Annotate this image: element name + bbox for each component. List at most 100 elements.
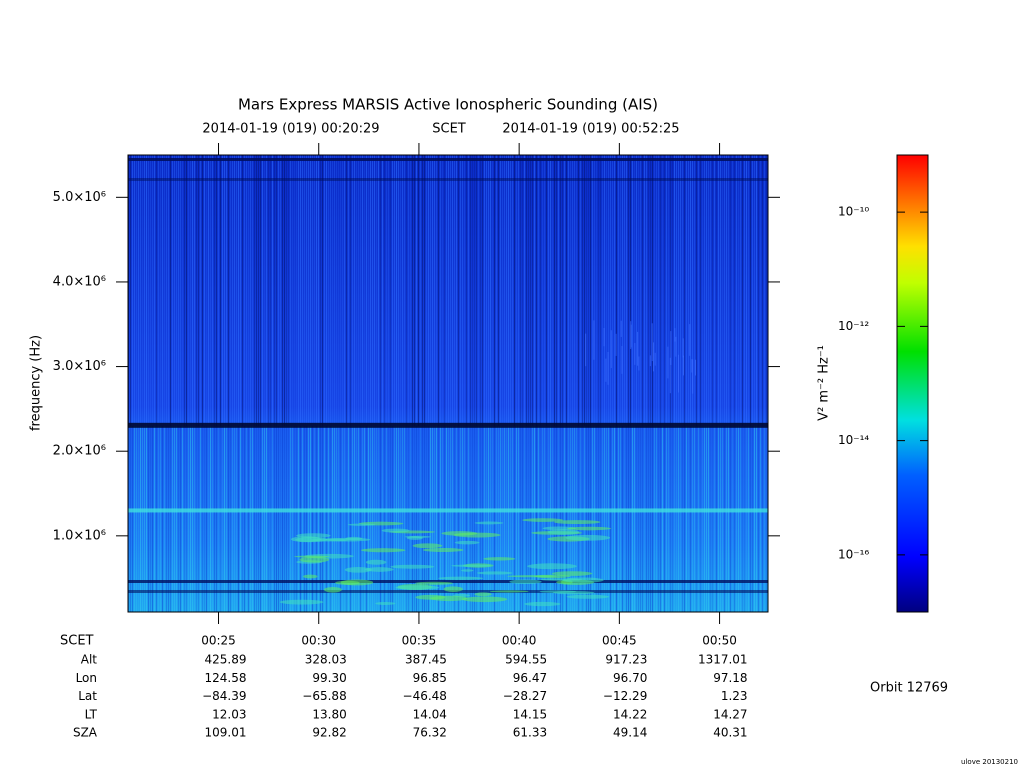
- texture-stripe: [360, 155, 361, 426]
- texture-stripe: [446, 425, 447, 612]
- texture-stripe: [598, 425, 599, 612]
- texture-stripe: [324, 155, 325, 426]
- texture-stripe: [318, 425, 319, 612]
- texture-stripe: [762, 425, 763, 612]
- texture-stripe: [468, 155, 469, 426]
- texture-stripe: [362, 155, 363, 426]
- texture-blob: [615, 333, 617, 356]
- texture-stripe: [276, 155, 277, 426]
- texture-stripe: [140, 155, 141, 426]
- texture-stripe: [568, 155, 569, 426]
- texture-stripe: [266, 425, 267, 612]
- texture-stripe: [164, 425, 165, 612]
- texture-stripe: [352, 155, 353, 426]
- texture-stripe: [586, 155, 587, 426]
- table-cell: 594.55: [505, 653, 547, 667]
- texture-stripe: [194, 425, 195, 612]
- texture-stripe: [504, 425, 505, 612]
- texture-stripe: [738, 155, 739, 426]
- texture-stripe: [750, 425, 751, 612]
- texture-stripe: [452, 425, 453, 612]
- texture-stripe: [308, 155, 309, 426]
- table-cell: −65.88: [302, 689, 346, 703]
- row-label: Alt: [81, 653, 98, 667]
- texture-stripe: [566, 425, 567, 612]
- texture-blob: [381, 528, 410, 533]
- texture-stripe: [198, 155, 199, 426]
- table-cell: −84.39: [202, 689, 246, 703]
- texture-stripe: [576, 155, 577, 426]
- texture-stripe: [178, 155, 179, 426]
- texture-stripe: [270, 425, 271, 612]
- texture-stripe: [650, 425, 651, 612]
- texture-stripe: [606, 425, 607, 612]
- texture-blob: [462, 596, 508, 603]
- texture-stripe: [166, 425, 167, 612]
- texture-stripe: [132, 155, 133, 426]
- texture-blob: [441, 531, 478, 536]
- table-cell: −28.27: [503, 689, 547, 703]
- texture-stripe: [306, 425, 307, 612]
- texture-stripe: [600, 155, 601, 426]
- texture-stripe: [656, 425, 657, 612]
- texture-stripe: [740, 425, 741, 612]
- table-cell: 76.32: [413, 726, 447, 740]
- texture-stripe: [458, 155, 459, 426]
- texture-stripe: [208, 155, 209, 426]
- texture-blob: [691, 359, 693, 373]
- texture-stripe: [494, 425, 495, 612]
- texture-stripe: [604, 425, 605, 612]
- texture-stripe: [406, 155, 407, 426]
- texture-stripe: [614, 425, 615, 612]
- x-tick-label: 00:35: [402, 634, 437, 648]
- texture-stripe: [412, 155, 413, 426]
- texture-stripe: [650, 155, 651, 426]
- texture-stripe: [582, 155, 583, 426]
- texture-stripe: [346, 155, 347, 426]
- texture-stripe: [282, 425, 283, 612]
- texture-stripe: [350, 155, 351, 426]
- texture-stripe: [168, 425, 169, 612]
- texture-stripe: [454, 425, 455, 612]
- texture-stripe: [546, 155, 547, 426]
- texture-stripe: [594, 155, 595, 426]
- texture-stripe: [358, 425, 359, 612]
- texture-stripe: [142, 425, 143, 612]
- texture-stripe: [130, 155, 131, 426]
- texture-stripe: [756, 425, 757, 612]
- texture-stripe: [490, 425, 491, 612]
- texture-stripe: [696, 425, 697, 612]
- colorbar-tick-label: 10⁻¹⁰: [838, 205, 869, 219]
- table-cell: −12.29: [603, 689, 647, 703]
- texture-stripe: [278, 155, 279, 426]
- texture-blob: [566, 594, 610, 599]
- texture-stripe: [616, 155, 617, 426]
- texture-stripe: [672, 155, 673, 426]
- texture-stripe: [162, 155, 163, 426]
- texture-stripe: [200, 425, 201, 612]
- texture-stripe: [512, 155, 513, 426]
- texture-stripe: [170, 425, 171, 612]
- texture-stripe: [710, 155, 711, 426]
- texture-blob: [567, 526, 612, 531]
- texture-stripe: [372, 425, 373, 612]
- texture-stripe: [472, 155, 473, 426]
- texture-stripe: [404, 425, 405, 612]
- texture-stripe: [500, 155, 501, 426]
- texture-stripe: [426, 425, 427, 612]
- texture-stripe: [130, 425, 131, 612]
- texture-blob: [430, 595, 468, 602]
- texture-stripe: [666, 425, 667, 612]
- texture-stripe: [138, 155, 139, 426]
- texture-stripe: [334, 155, 335, 426]
- texture-stripe: [358, 155, 359, 426]
- texture-stripe: [186, 155, 187, 426]
- start-time: 2014-01-19 (019) 00:20:29: [202, 122, 379, 137]
- texture-stripe: [350, 425, 351, 612]
- texture-blob: [324, 586, 342, 593]
- texture-stripe: [476, 155, 477, 426]
- texture-blob: [683, 355, 685, 376]
- texture-stripe: [342, 155, 343, 426]
- texture-stripe: [456, 425, 457, 612]
